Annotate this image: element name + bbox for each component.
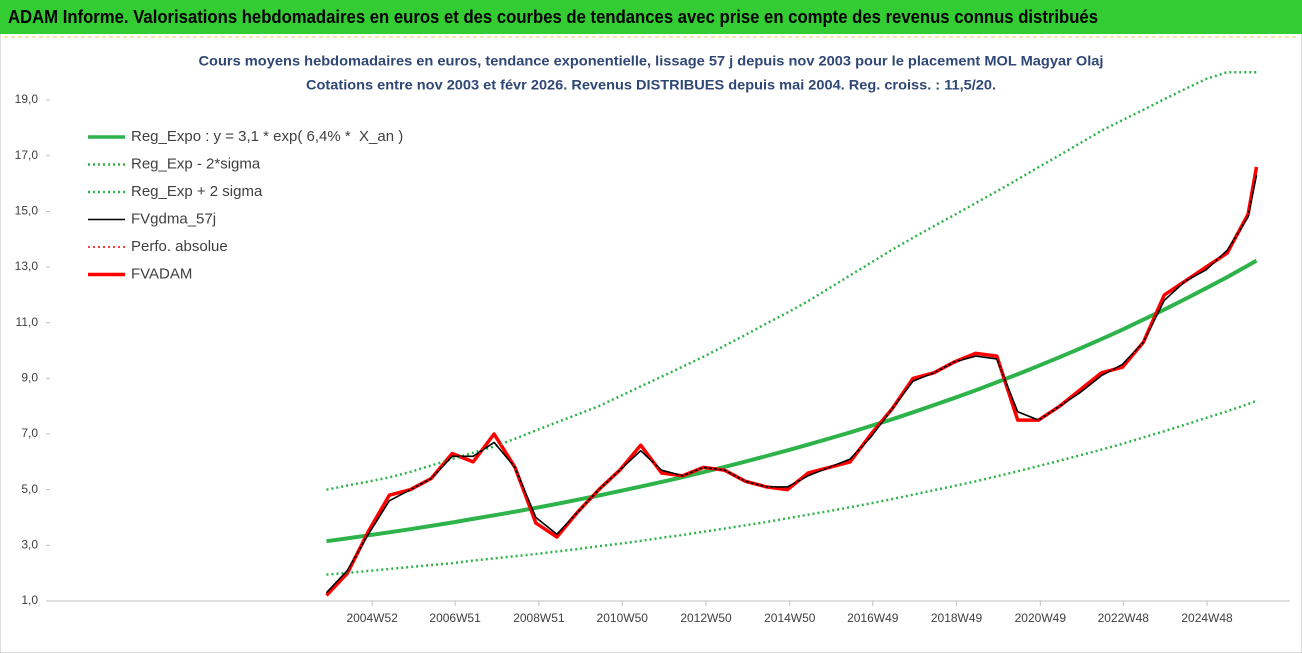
- y-tick-label: 13,0: [15, 259, 39, 273]
- series-line: [325, 166, 1258, 596]
- y-tick-label: 19,0: [15, 92, 39, 106]
- x-tick-label: 2006W51: [429, 611, 481, 625]
- legend-label: FVgdma_57j: [131, 210, 216, 227]
- banner: ADAM Informe. Valorisations hebdomadaire…: [8, 7, 1098, 27]
- series-line: [326, 399, 1257, 576]
- x-tick-label: 2024W48: [1181, 611, 1233, 625]
- y-tick-label: 17,0: [15, 148, 39, 162]
- x-tick-label: 2022W48: [1098, 611, 1150, 625]
- series-line: [326, 258, 1258, 544]
- legend-label: FVADAM: [131, 265, 192, 282]
- x-tick-label: 2010W50: [597, 611, 649, 625]
- chart-subtitle: Cotations entre nov 2003 et févr 2026. R…: [306, 77, 996, 93]
- series-line: [326, 70, 1257, 491]
- x-tick-label: 2018W49: [931, 611, 983, 625]
- x-tick-label: 2008W51: [513, 611, 565, 625]
- y-tick-label: 15,0: [15, 204, 39, 218]
- legend-label: Reg_Expo : y = 3,1 * exp( 6,4% * X_an ): [131, 128, 403, 145]
- x-tick-label: 2016W49: [847, 611, 899, 625]
- banner-bg: [0, 0, 1302, 34]
- y-tick-label: 11,0: [16, 315, 39, 329]
- y-tick-label: 1,0: [21, 593, 38, 607]
- legend-label: Reg_Exp - 2*sigma: [131, 155, 261, 172]
- y-tick-label: 7,0: [21, 426, 38, 440]
- x-tick-label: 2012W50: [680, 611, 732, 625]
- x-tick-label: 2004W52: [346, 611, 398, 625]
- x-tick-label: 2020W49: [1015, 611, 1067, 625]
- y-tick-label: 3,0: [21, 538, 38, 552]
- chart-title: Cours moyens hebdomadaires en euros, ten…: [199, 53, 1104, 69]
- legend-label: Reg_Exp + 2 sigma: [131, 183, 263, 200]
- legend-label: Perfo. absolue: [131, 238, 228, 255]
- x-tick-label: 2014W50: [764, 611, 816, 625]
- y-tick-label: 5,0: [21, 482, 38, 496]
- y-tick-label: 9,0: [21, 371, 38, 385]
